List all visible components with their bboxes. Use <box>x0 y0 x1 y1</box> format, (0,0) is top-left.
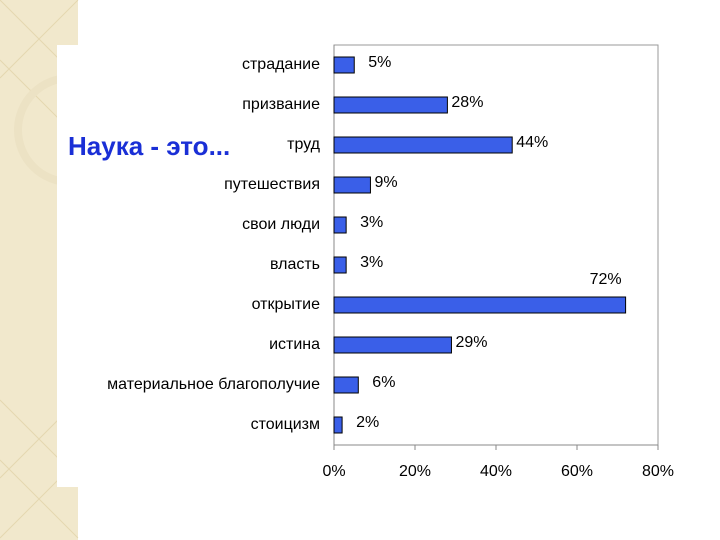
value-label: 3% <box>360 214 383 231</box>
y-tick-label: власть <box>270 256 320 273</box>
bar <box>333 96 448 114</box>
bar <box>333 136 513 154</box>
y-tick-label: свои люди <box>242 216 320 233</box>
value-label: 5% <box>368 54 391 71</box>
bar <box>333 376 359 394</box>
bar <box>333 336 452 354</box>
y-tick-label: труд <box>287 136 321 153</box>
x-tick-label: 0% <box>322 463 345 480</box>
y-tick-label: путешествия <box>224 176 320 193</box>
x-tick-label: 80% <box>642 463 674 480</box>
chart-title: Наука - это... <box>68 131 230 161</box>
y-tick-label: открытие <box>252 296 321 313</box>
value-label: 3% <box>360 254 383 271</box>
value-label: 72% <box>590 271 622 288</box>
value-label: 44% <box>516 134 548 151</box>
bar <box>333 216 347 234</box>
value-label: 29% <box>455 334 487 351</box>
value-label: 28% <box>451 94 483 111</box>
value-label: 2% <box>356 414 379 431</box>
value-label: 9% <box>374 174 397 191</box>
bar <box>333 256 347 274</box>
x-tick-label: 20% <box>399 463 431 480</box>
content-panel <box>57 45 720 487</box>
bar <box>333 176 371 194</box>
y-tick-label: страдание <box>242 56 320 73</box>
y-tick-label: материальное благополучие <box>107 376 320 393</box>
bar <box>333 416 343 434</box>
value-label: 6% <box>372 374 395 391</box>
y-tick-label: истина <box>269 336 320 353</box>
bar <box>333 56 355 74</box>
y-tick-label: стоицизм <box>251 416 320 433</box>
x-tick-label: 60% <box>561 463 593 480</box>
y-tick-label: призвание <box>242 96 320 113</box>
x-tick-label: 40% <box>480 463 512 480</box>
bar <box>333 296 627 314</box>
